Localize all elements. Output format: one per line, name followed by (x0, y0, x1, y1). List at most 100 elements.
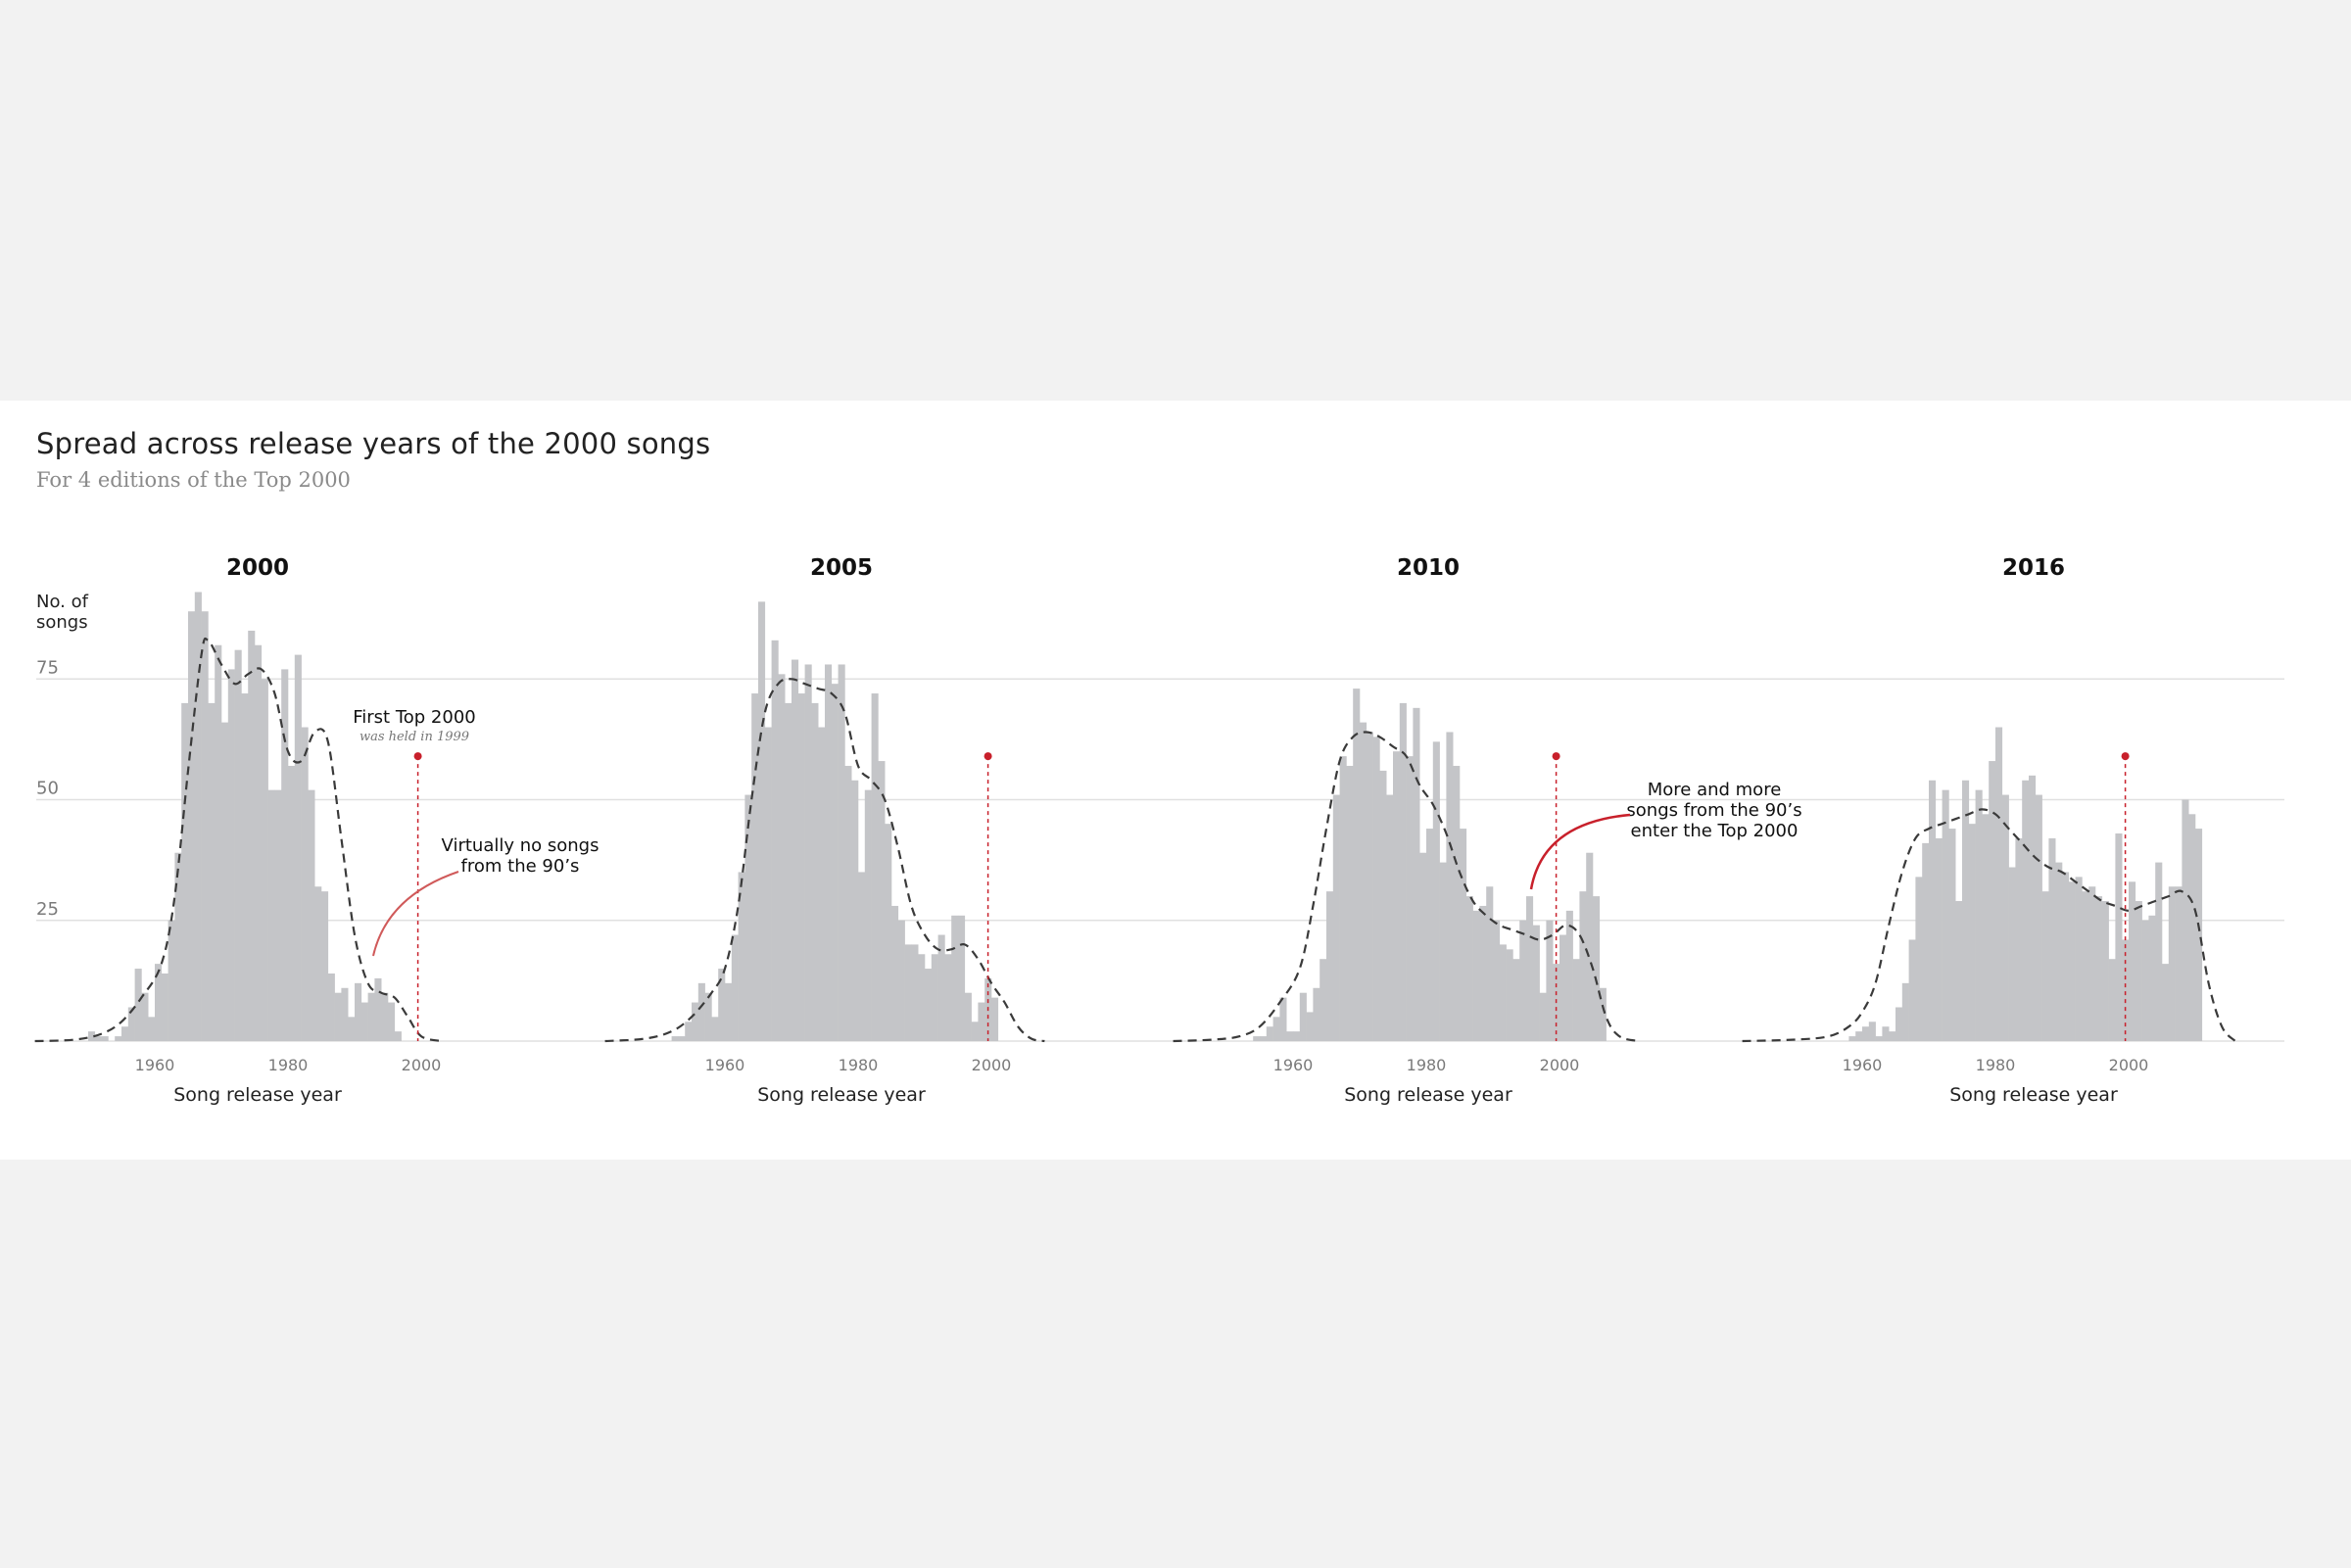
bar-2005-1983 (878, 761, 886, 1041)
annotation-virtually-no-songs-line1: Virtually no songs (442, 835, 600, 856)
bar-2005-1994 (951, 915, 959, 1041)
bar-2016-1979 (1989, 761, 1996, 1041)
bar-2005-1979 (851, 780, 859, 1041)
bar-2005-2000 (991, 997, 999, 1041)
reference-dot-2005 (984, 752, 992, 761)
bar-2005-1971 (797, 693, 805, 1041)
bar-2000-1968 (208, 702, 216, 1041)
bar-2000-1969 (215, 644, 222, 1041)
bar-2005-1995 (958, 915, 966, 1041)
bar-2000-1976 (261, 679, 268, 1041)
bar-2005-1998 (978, 1002, 985, 1041)
bar-2000-1977 (267, 789, 275, 1041)
panel-title-2010: 2010 (1397, 555, 1460, 581)
bar-2000-1955 (121, 1026, 129, 1041)
bar-2010-1974 (1386, 794, 1394, 1041)
chart-title: Spread across release years of the 2000 … (36, 427, 711, 460)
bar-2005-1952 (671, 1036, 679, 1041)
bar-2000-1990 (355, 982, 362, 1041)
x-tick-label-2005-1980: 1980 (839, 1056, 879, 1074)
x-axis-label-2010: Song release year (1344, 1084, 1512, 1106)
bar-2000-1971 (227, 669, 235, 1041)
bar-2005-1968 (778, 674, 786, 1041)
bar-2000-1979 (281, 669, 289, 1041)
bar-2010-1961 (1299, 992, 1307, 1041)
bar-2005-1961 (731, 934, 739, 1041)
bar-2010-1968 (1346, 765, 1354, 1041)
bar-2010-1975 (1393, 751, 1401, 1041)
bar-2016-2001 (2135, 901, 2142, 1041)
annotation-more-and-more-line1: More and more (1648, 780, 1782, 800)
bar-2016-1996 (2101, 901, 2109, 1041)
bar-2010-1957 (1272, 1017, 1280, 1041)
bar-2010-2005 (1593, 896, 1601, 1041)
bar-2010-1960 (1293, 1031, 1301, 1041)
bar-2000-1985 (321, 891, 329, 1041)
bar-2016-2002 (2141, 920, 2149, 1041)
bar-2010-1973 (1379, 770, 1387, 1041)
bar-2000-1960 (155, 964, 163, 1041)
bar-2010-1969 (1353, 689, 1361, 1041)
bar-2016-1969 (1922, 842, 1930, 1041)
bar-2010-1958 (1279, 997, 1287, 1041)
bar-2016-1998 (2115, 833, 2123, 1041)
bar-2000-1964 (181, 702, 189, 1041)
bar-2010-2006 (1599, 987, 1607, 1041)
bar-2005-1958 (711, 1017, 719, 1041)
bar-2016-1995 (2095, 896, 2103, 1041)
bar-2005-1975 (825, 664, 833, 1041)
bar-2016-1973 (1948, 829, 1956, 1041)
annotation-arrow-virtually (372, 871, 459, 957)
bar-2005-1988 (911, 944, 919, 1041)
bar-2005-1964 (751, 693, 759, 1041)
annotation-first-top-2000-sub: was held in 1999 (360, 730, 469, 744)
bar-2000-1988 (341, 987, 349, 1041)
bar-2016-2010 (2195, 829, 2203, 1041)
bar-2005-1953 (678, 1036, 686, 1041)
bar-2010-1993 (1512, 959, 1520, 1041)
bar-2000-1963 (174, 852, 182, 1041)
chart-subtitle: For 4 editions of the Top 2000 (36, 468, 351, 492)
bar-2005-1996 (964, 992, 972, 1041)
bar-2016-1982 (2008, 867, 2016, 1041)
bar-2010-1978 (1413, 707, 1420, 1041)
bar-2005-1997 (971, 1022, 979, 1041)
bar-2000-1995 (388, 1002, 396, 1041)
bar-2010-1955 (1260, 1036, 1268, 1041)
bar-2016-2006 (2168, 886, 2176, 1041)
density-curve-2005 (604, 678, 1045, 1043)
bar-2010-1965 (1326, 891, 1334, 1041)
bar-2000-1965 (188, 611, 196, 1041)
bar-2005-1980 (858, 872, 866, 1041)
bar-2000-1983 (308, 789, 315, 1041)
x-tick-label-2016-2000: 2000 (2109, 1056, 2149, 1074)
y-axis-label-line-2: songs (36, 612, 88, 633)
bar-2016-1975 (1962, 780, 1970, 1041)
bar-2010-1986 (1465, 896, 1473, 1041)
bar-2000-1989 (348, 1017, 356, 1041)
density-curve-2016 (1742, 808, 2236, 1043)
y-tick-label-50: 50 (36, 779, 59, 799)
bar-2010-2000 (1559, 934, 1567, 1041)
bar-2010-1985 (1460, 829, 1467, 1041)
bar-2005-1977 (838, 664, 845, 1041)
bar-2010-1980 (1426, 829, 1434, 1041)
bar-2010-1954 (1253, 1036, 1261, 1041)
bar-2016-2004 (2155, 862, 2163, 1041)
x-tick-label-2005-1960: 1960 (705, 1056, 745, 1074)
bar-2000-1981 (294, 654, 302, 1041)
bar-2016-1986 (2035, 794, 2042, 1041)
bar-2000-1958 (141, 992, 149, 1041)
x-tick-label-2010-2000: 2000 (1540, 1056, 1580, 1074)
bar-2010-1976 (1399, 702, 1407, 1041)
bar-2016-1976 (1968, 824, 1976, 1041)
bar-2005-1974 (818, 727, 826, 1041)
bar-2005-1993 (944, 954, 952, 1041)
bar-2016-1999 (2122, 939, 2130, 1041)
bar-2010-1998 (1546, 920, 1554, 1041)
bar-2010-1964 (1319, 959, 1327, 1041)
annotation-more-and-more-line2: songs from the 90’s (1626, 800, 1801, 821)
bar-2010-1966 (1332, 794, 1340, 1041)
bar-2010-1992 (1506, 949, 1513, 1041)
